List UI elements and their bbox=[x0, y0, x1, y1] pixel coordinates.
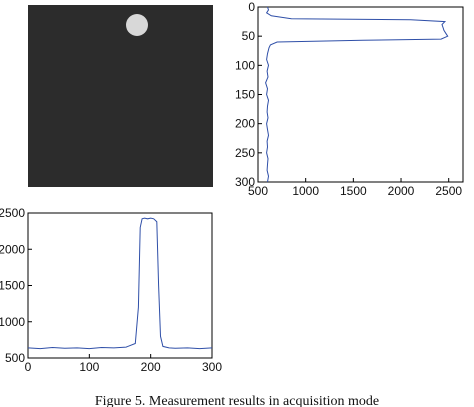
x-tick-label: 500 bbox=[248, 184, 268, 198]
y-tick-label: 100 bbox=[235, 58, 255, 72]
plot-frame bbox=[27, 212, 213, 359]
y-tick-label: 200 bbox=[235, 117, 255, 131]
profile-line bbox=[265, 6, 449, 183]
caption: Figure 5. Measurement results in acquisi… bbox=[95, 394, 379, 407]
y-tick-label: 0 bbox=[248, 0, 255, 14]
y-tick-label: 1000 bbox=[0, 315, 25, 329]
x-tick-label: 2500 bbox=[435, 184, 462, 198]
y-tick-label: 2500 bbox=[0, 206, 25, 220]
x-tick-label: 0 bbox=[25, 360, 32, 374]
x-tick-label: 200 bbox=[141, 360, 161, 374]
y-tick-label: 2000 bbox=[0, 242, 25, 256]
camera-image bbox=[28, 5, 213, 187]
x-tick-label: 2000 bbox=[388, 184, 415, 198]
plot-frame bbox=[257, 6, 464, 183]
y-tick-label: 50 bbox=[242, 29, 256, 43]
y-tick-label: 1500 bbox=[0, 279, 25, 293]
y-tick-label: 500 bbox=[5, 351, 25, 365]
y-tick-label: 300 bbox=[235, 175, 255, 189]
x-tick-label: 1500 bbox=[340, 184, 367, 198]
y-tick-label: 250 bbox=[235, 146, 255, 160]
profile-line bbox=[27, 217, 213, 350]
x-tick-label: 1000 bbox=[292, 184, 319, 198]
x-tick-label: 100 bbox=[79, 360, 99, 374]
y-tick-label: 150 bbox=[235, 88, 255, 102]
light-spot bbox=[126, 14, 148, 36]
x-tick-label: 300 bbox=[202, 360, 222, 374]
